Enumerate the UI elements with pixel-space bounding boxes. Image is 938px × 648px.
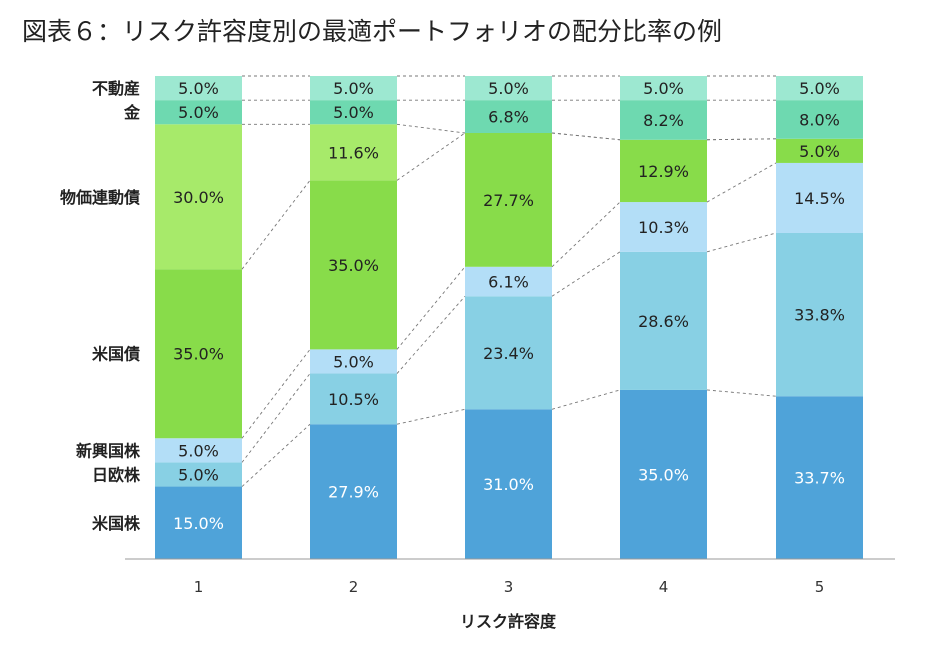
connector-line (241, 349, 311, 439)
value-label: 5.0% (333, 79, 374, 98)
bar-segment-3-cat-3 (465, 266, 552, 297)
connector-line (551, 132, 621, 141)
bar-segment-1-cat-4 (620, 389, 707, 559)
bar-segment-4-cat-1 (155, 269, 242, 439)
value-label: 11.6% (328, 143, 379, 162)
value-label: 5.0% (799, 142, 840, 161)
connector-line (706, 138, 777, 141)
value-label: 12.9% (638, 162, 689, 181)
value-label: 14.5% (794, 189, 845, 208)
bar-segment-3-cat-1 (155, 438, 242, 463)
value-label: 5.0% (643, 79, 684, 98)
value-label: 5.0% (488, 79, 529, 98)
value-label: 8.2% (643, 111, 684, 130)
legend-label-4: 米国債 (92, 345, 140, 364)
legend-label-6: 金 (123, 103, 141, 122)
value-label: 30.0% (173, 188, 224, 207)
bar-segment-2-cat-2 (310, 373, 397, 425)
bar-segment-1-cat-1 (155, 486, 242, 559)
bar-segment-1-cat-3 (465, 409, 552, 559)
value-label: 31.0% (483, 475, 534, 494)
bar-segment-2-cat-1 (155, 462, 242, 487)
connector-line (241, 180, 311, 270)
x-tick-label: 2 (349, 578, 359, 596)
value-label: 35.0% (173, 345, 224, 364)
value-label: 35.0% (638, 465, 689, 484)
connector-line (551, 132, 621, 141)
bar-segment-7-cat-2 (310, 76, 397, 101)
value-label: 5.0% (178, 441, 219, 460)
x-tick-label: 5 (815, 578, 825, 596)
value-label: 28.6% (638, 312, 689, 331)
connector-line (551, 389, 621, 410)
connector-line (706, 232, 777, 253)
connector-line (551, 201, 621, 268)
bar-segment-1-cat-5 (776, 396, 863, 559)
connector-line (706, 162, 777, 203)
value-label: 5.0% (333, 352, 374, 371)
value-label: 5.0% (799, 79, 840, 98)
bar-segment-3-cat-5 (776, 162, 863, 233)
value-label: 23.4% (483, 344, 534, 363)
legend-label-5: 物価連動債 (60, 188, 140, 207)
bar-segment-6-cat-2 (310, 100, 397, 125)
bar-segment-3-cat-2 (310, 349, 397, 374)
bar-segment-6-cat-3 (465, 100, 552, 133)
bar-segment-4-cat-5 (776, 138, 863, 163)
value-label: 5.0% (178, 79, 219, 98)
bar-segment-4-cat-2 (310, 180, 397, 350)
connector-line (396, 132, 466, 181)
value-label: 27.7% (483, 191, 534, 210)
bar-segment-7-cat-5 (776, 76, 863, 101)
bar-segment-2-cat-4 (620, 251, 707, 390)
connector-line (706, 138, 777, 141)
connector-line (241, 423, 311, 487)
legend-label-1: 米国株 (92, 514, 141, 533)
connector-line (241, 373, 311, 463)
bar-segment-5-cat-1 (155, 124, 242, 270)
value-label: 5.0% (178, 103, 219, 122)
value-label: 15.0% (173, 514, 224, 533)
bar-segment-6-cat-5 (776, 100, 863, 139)
chart-title: 図表６：リスク許容度別の最適ポートフォリオの配分比率の例 (22, 17, 723, 46)
value-label: 5.0% (333, 103, 374, 122)
value-label: 5.0% (178, 465, 219, 484)
bar-segment-5-cat-2 (310, 124, 397, 181)
connector-line (396, 408, 466, 425)
x-tick-label: 3 (504, 578, 514, 596)
value-label: 6.8% (488, 108, 529, 127)
bar-segment-2-cat-3 (465, 296, 552, 410)
value-label: 33.7% (794, 469, 845, 488)
value-label: 35.0% (328, 256, 379, 275)
x-tick-label: 1 (194, 578, 204, 596)
legend-label-7: 不動産 (92, 79, 140, 98)
bar-segment-1-cat-2 (310, 424, 397, 559)
bar-segment-7-cat-4 (620, 76, 707, 101)
value-label: 27.9% (328, 483, 379, 502)
value-label: 33.8% (794, 306, 845, 325)
bar-segment-6-cat-4 (620, 100, 707, 140)
connector-line (706, 389, 777, 397)
bar-segment-4-cat-3 (465, 132, 552, 267)
bar-segment-2-cat-5 (776, 232, 863, 397)
connector-line (551, 251, 621, 297)
x-tick-label: 4 (659, 578, 669, 596)
value-label: 8.0% (799, 110, 840, 129)
legend-label-2: 日欧株 (92, 465, 141, 484)
legend-label-3: 新興国株 (76, 441, 141, 460)
value-label: 10.3% (638, 218, 689, 237)
bar-segment-3-cat-4 (620, 202, 707, 252)
bar-segment-7-cat-1 (155, 76, 242, 101)
connector-line (396, 295, 466, 374)
value-label: 10.5% (328, 390, 379, 409)
x-axis-title: リスク許容度 (460, 612, 557, 631)
connector-line (396, 123, 466, 134)
bar-segment-4-cat-4 (620, 139, 707, 203)
connector-line (396, 266, 466, 350)
bar-segment-6-cat-1 (155, 100, 242, 125)
bar-segment-7-cat-3 (465, 76, 552, 101)
value-label: 6.1% (488, 273, 529, 292)
